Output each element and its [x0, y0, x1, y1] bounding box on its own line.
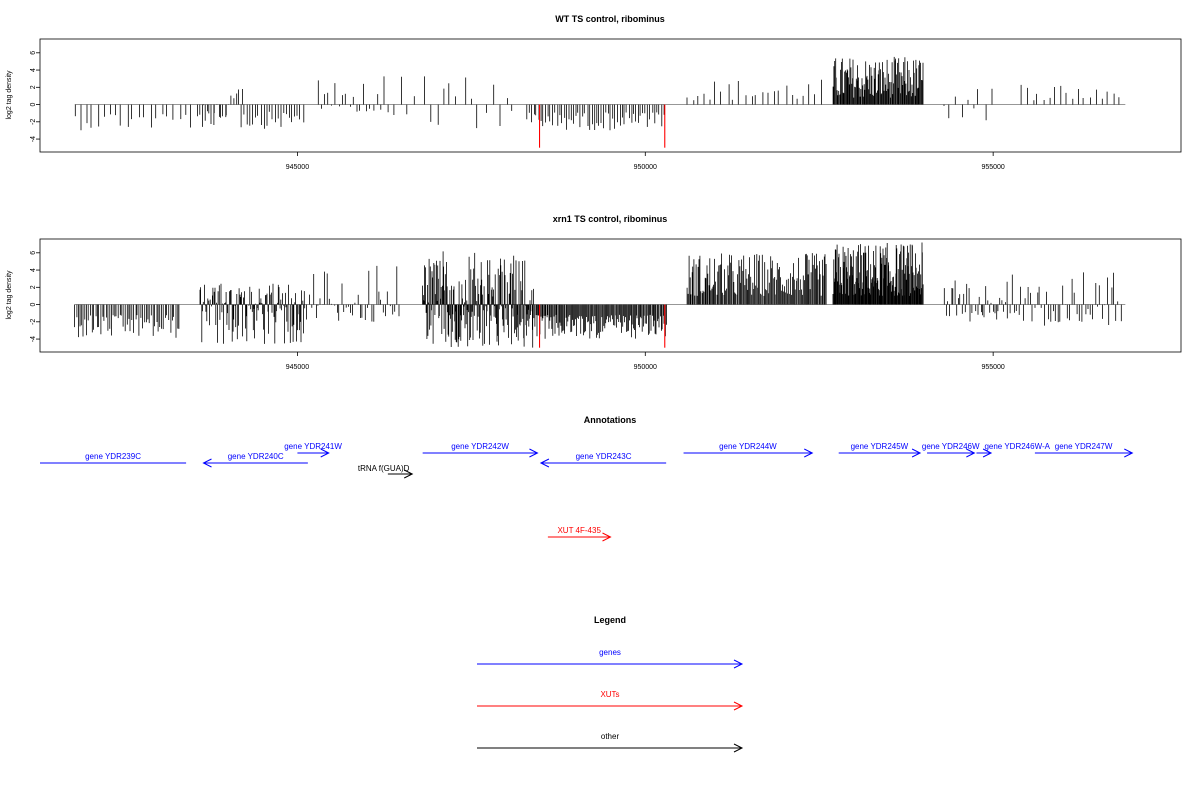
y-tick-label: 4 [30, 268, 37, 272]
xrn1-panel-title: xrn1 TS control, ribominus [553, 214, 668, 224]
y-tick-label: -4 [30, 336, 37, 342]
feature-label: gene YDR239C [85, 452, 141, 461]
feature-label: gene YDR242W [451, 442, 509, 451]
feature-label: gene YDR240C [228, 452, 284, 461]
legend-items: genes XUTs other [477, 648, 744, 753]
arrowhead-left [202, 458, 212, 468]
y-tick-label: 6 [30, 51, 37, 55]
feature-label: gene YDR247W [1055, 442, 1113, 451]
legend: Legend genes XUTs other [477, 615, 744, 753]
y-tick-label: -4 [30, 136, 37, 142]
x-tick-label: 945000 [286, 164, 309, 171]
annotations-track: Annotations gene YDR239C gene YDR240Cgene… [40, 415, 1134, 542]
x-tick-label: 955000 [981, 364, 1004, 371]
legend-arrowhead [733, 659, 744, 669]
arrowhead-right [804, 448, 814, 458]
x-tick-label: 950000 [634, 164, 657, 171]
y-tick-label: 0 [30, 103, 37, 107]
arrowhead-right [966, 448, 976, 458]
legend-title: Legend [594, 615, 626, 625]
legend-arrowhead [733, 743, 744, 753]
wt-x-ticks: 945000 950000 955000 [286, 152, 1005, 171]
xrn1-panel: xrn1 TS control, ribominus log2 tag dens… [6, 214, 1182, 371]
xrn1-bars [74, 242, 1126, 348]
x-tick-label: 950000 [634, 364, 657, 371]
wt-plot-frame [39, 38, 1182, 153]
xrn1-x-ticks: 945000 950000 955000 [286, 352, 1005, 371]
arrowhead-right [403, 469, 414, 479]
y-tick-label: 4 [30, 68, 37, 72]
arrowhead-right [911, 448, 922, 458]
arrowhead-right [1124, 448, 1134, 458]
xrn1-y-ticks: -4 -2 0 2 4 6 [30, 251, 40, 342]
wt-panel-title: WT TS control, ribominus [555, 14, 665, 24]
y-tick-label: 2 [30, 285, 37, 289]
x-tick-label: 955000 [981, 164, 1004, 171]
feature-label: XUT 4F-435 [557, 526, 601, 535]
legend-arrowhead [733, 701, 744, 711]
legend-label: other [601, 732, 620, 741]
legend-label: genes [599, 648, 621, 657]
x-tick-label: 945000 [286, 364, 309, 371]
feature-label: gene YDR243C [576, 452, 632, 461]
y-tick-label: 6 [30, 251, 37, 255]
y-tick-label: -2 [30, 119, 37, 125]
feature-label: gene YDR246W-A [984, 442, 1050, 451]
arrowhead-right [982, 448, 993, 458]
y-tick-label: 0 [30, 303, 37, 307]
legend-label: XUTs [600, 690, 619, 699]
xrn1-plot-frame [39, 238, 1182, 353]
arrowhead-right [320, 448, 330, 458]
wt-bars [74, 56, 1126, 148]
feature-label: gene YDR245W [851, 442, 909, 451]
feature-label: gene YDR244W [719, 442, 777, 451]
arrowhead-left [539, 458, 550, 468]
annotations-title: Annotations [584, 415, 637, 425]
wt-y-axis-label: log2 tag density [6, 70, 13, 120]
xrn1-y-axis-label: log2 tag density [6, 270, 13, 320]
feature-label: tRNA f(GUA)D [358, 464, 410, 473]
arrowhead-right [602, 532, 612, 542]
feature-label: gene YDR241W [284, 442, 342, 451]
feature-label: gene YDR246W [922, 442, 980, 451]
y-tick-label: -2 [30, 319, 37, 325]
y-tick-label: 2 [30, 85, 37, 89]
wt-y-ticks: -4 -2 0 2 4 6 [30, 51, 40, 142]
wt-panel: WT TS control, ribominus log2 tag densit… [6, 14, 1182, 171]
arrowhead-right [529, 448, 539, 458]
